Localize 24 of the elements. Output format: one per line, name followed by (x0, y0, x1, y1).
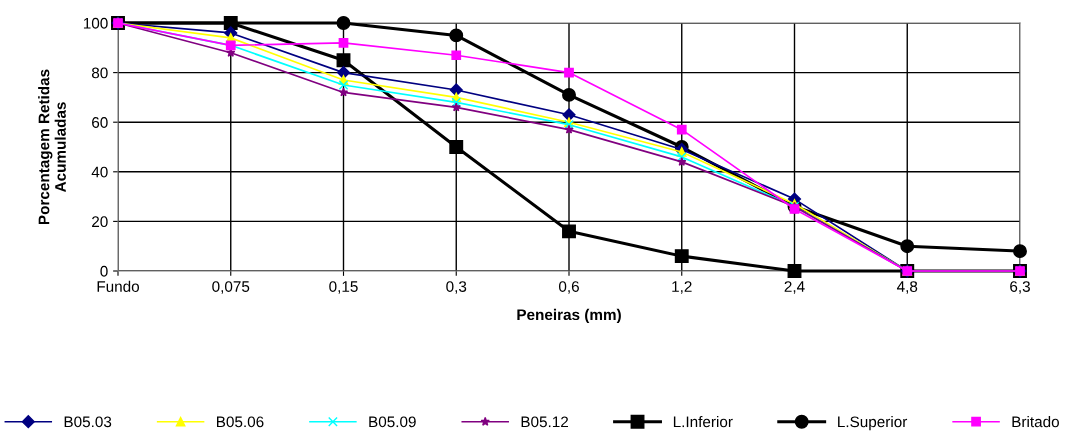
x-tick-label: 0,3 (446, 281, 467, 294)
legend-label: Britado (1012, 416, 1059, 428)
y-tick-label: 0 (100, 265, 108, 277)
y-tick-label: 60 (92, 117, 108, 128)
x-tick-label: 0,6 (558, 281, 579, 294)
x-axis-title: Peneiras (mm) (517, 308, 621, 324)
legend-label: B05.12 (521, 416, 569, 428)
x-tick-label: 0,075 (212, 281, 250, 294)
x-tick-label: 2,4 (784, 281, 805, 294)
x-tick-label: 6,3 (1010, 281, 1030, 294)
legend-label: B05.09 (369, 416, 416, 428)
legend-label: L.Superior (838, 416, 908, 431)
y-axis-title: Porcentagem Retidas Acumuladas (38, 69, 66, 225)
x-tick-label: 4,8 (896, 281, 918, 294)
x-tick-label: 0,15 (329, 281, 358, 294)
y-tick-label: 100 (83, 17, 108, 29)
y-tick-label: 80 (91, 67, 108, 79)
legend-label: L.Inferior (673, 416, 733, 428)
legend-label: B05.03 (64, 416, 112, 428)
y-tick-label: 20 (92, 216, 108, 228)
legend-label: B05.06 (217, 416, 264, 428)
x-tick-label: 1,2 (672, 281, 692, 294)
y-tick-label: 40 (91, 166, 108, 178)
x-tick-label: Fundo (97, 280, 140, 292)
